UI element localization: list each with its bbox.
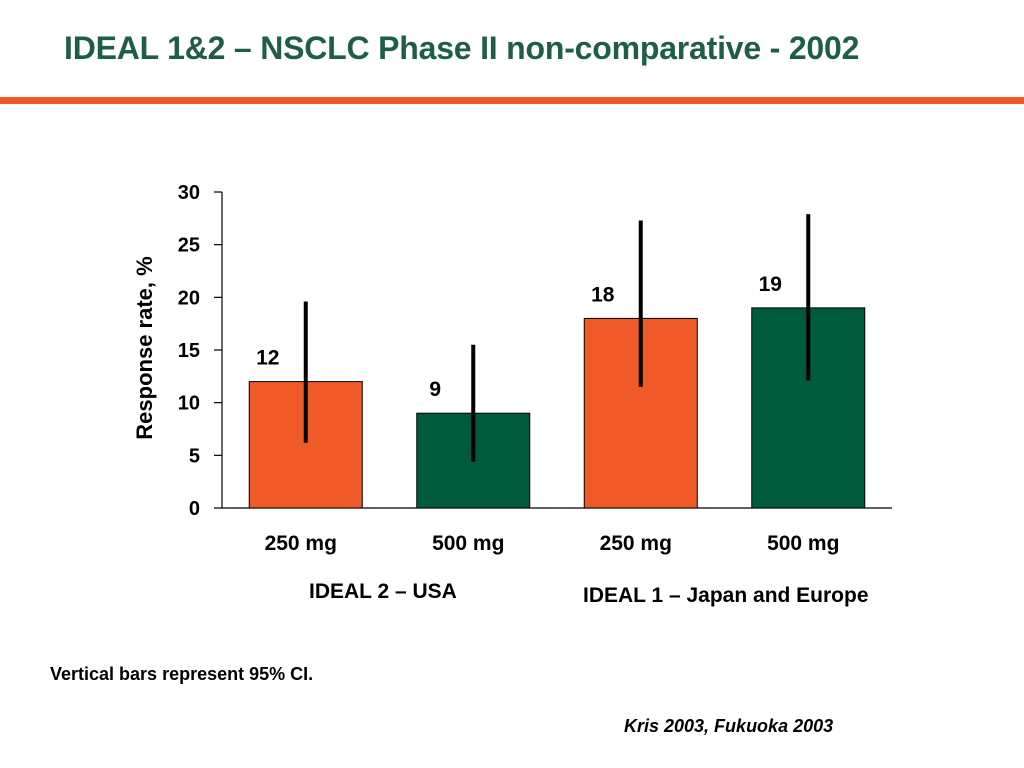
bars xyxy=(248,307,866,509)
value-label: 9 xyxy=(429,378,441,401)
title-rule xyxy=(0,97,1024,104)
slide-title: IDEAL 1&2 – NSCLC Phase II non-comparati… xyxy=(64,30,860,66)
y-tick-label: 30 xyxy=(178,182,200,204)
value-label: 18 xyxy=(591,283,615,306)
value-label: 19 xyxy=(759,273,782,296)
y-tick-label: 10 xyxy=(178,393,200,415)
y-tick-label: 5 xyxy=(189,445,200,467)
y-axis-title: Response rate, % xyxy=(132,256,157,439)
category-label: 250 mg xyxy=(265,532,337,555)
citation: Kris 2003, Fukuoka 2003 xyxy=(624,716,834,736)
y-axis: 0 5 10 15 20 25 30 xyxy=(178,182,223,520)
value-labels: 12 9 18 19 xyxy=(256,273,782,401)
group-label-ideal-2: IDEAL 2 – USA xyxy=(309,580,457,603)
y-tick-label: 0 xyxy=(189,498,200,520)
group-label-ideal-1: IDEAL 1 – Japan and Europe xyxy=(583,584,869,607)
error-bars xyxy=(303,214,811,462)
y-tick-label: 20 xyxy=(178,287,200,309)
category-labels: 250 mg 500 mg 250 mg 500 mg xyxy=(265,532,840,555)
y-tick-label: 25 xyxy=(178,235,200,257)
value-label: 12 xyxy=(256,347,279,370)
category-label: 500 mg xyxy=(432,532,504,555)
footnote: Vertical bars represent 95% CI. xyxy=(50,664,314,684)
y-tick-label: 15 xyxy=(178,340,200,362)
category-label: 250 mg xyxy=(600,532,672,555)
category-label: 500 mg xyxy=(767,532,839,555)
bar xyxy=(583,317,698,509)
